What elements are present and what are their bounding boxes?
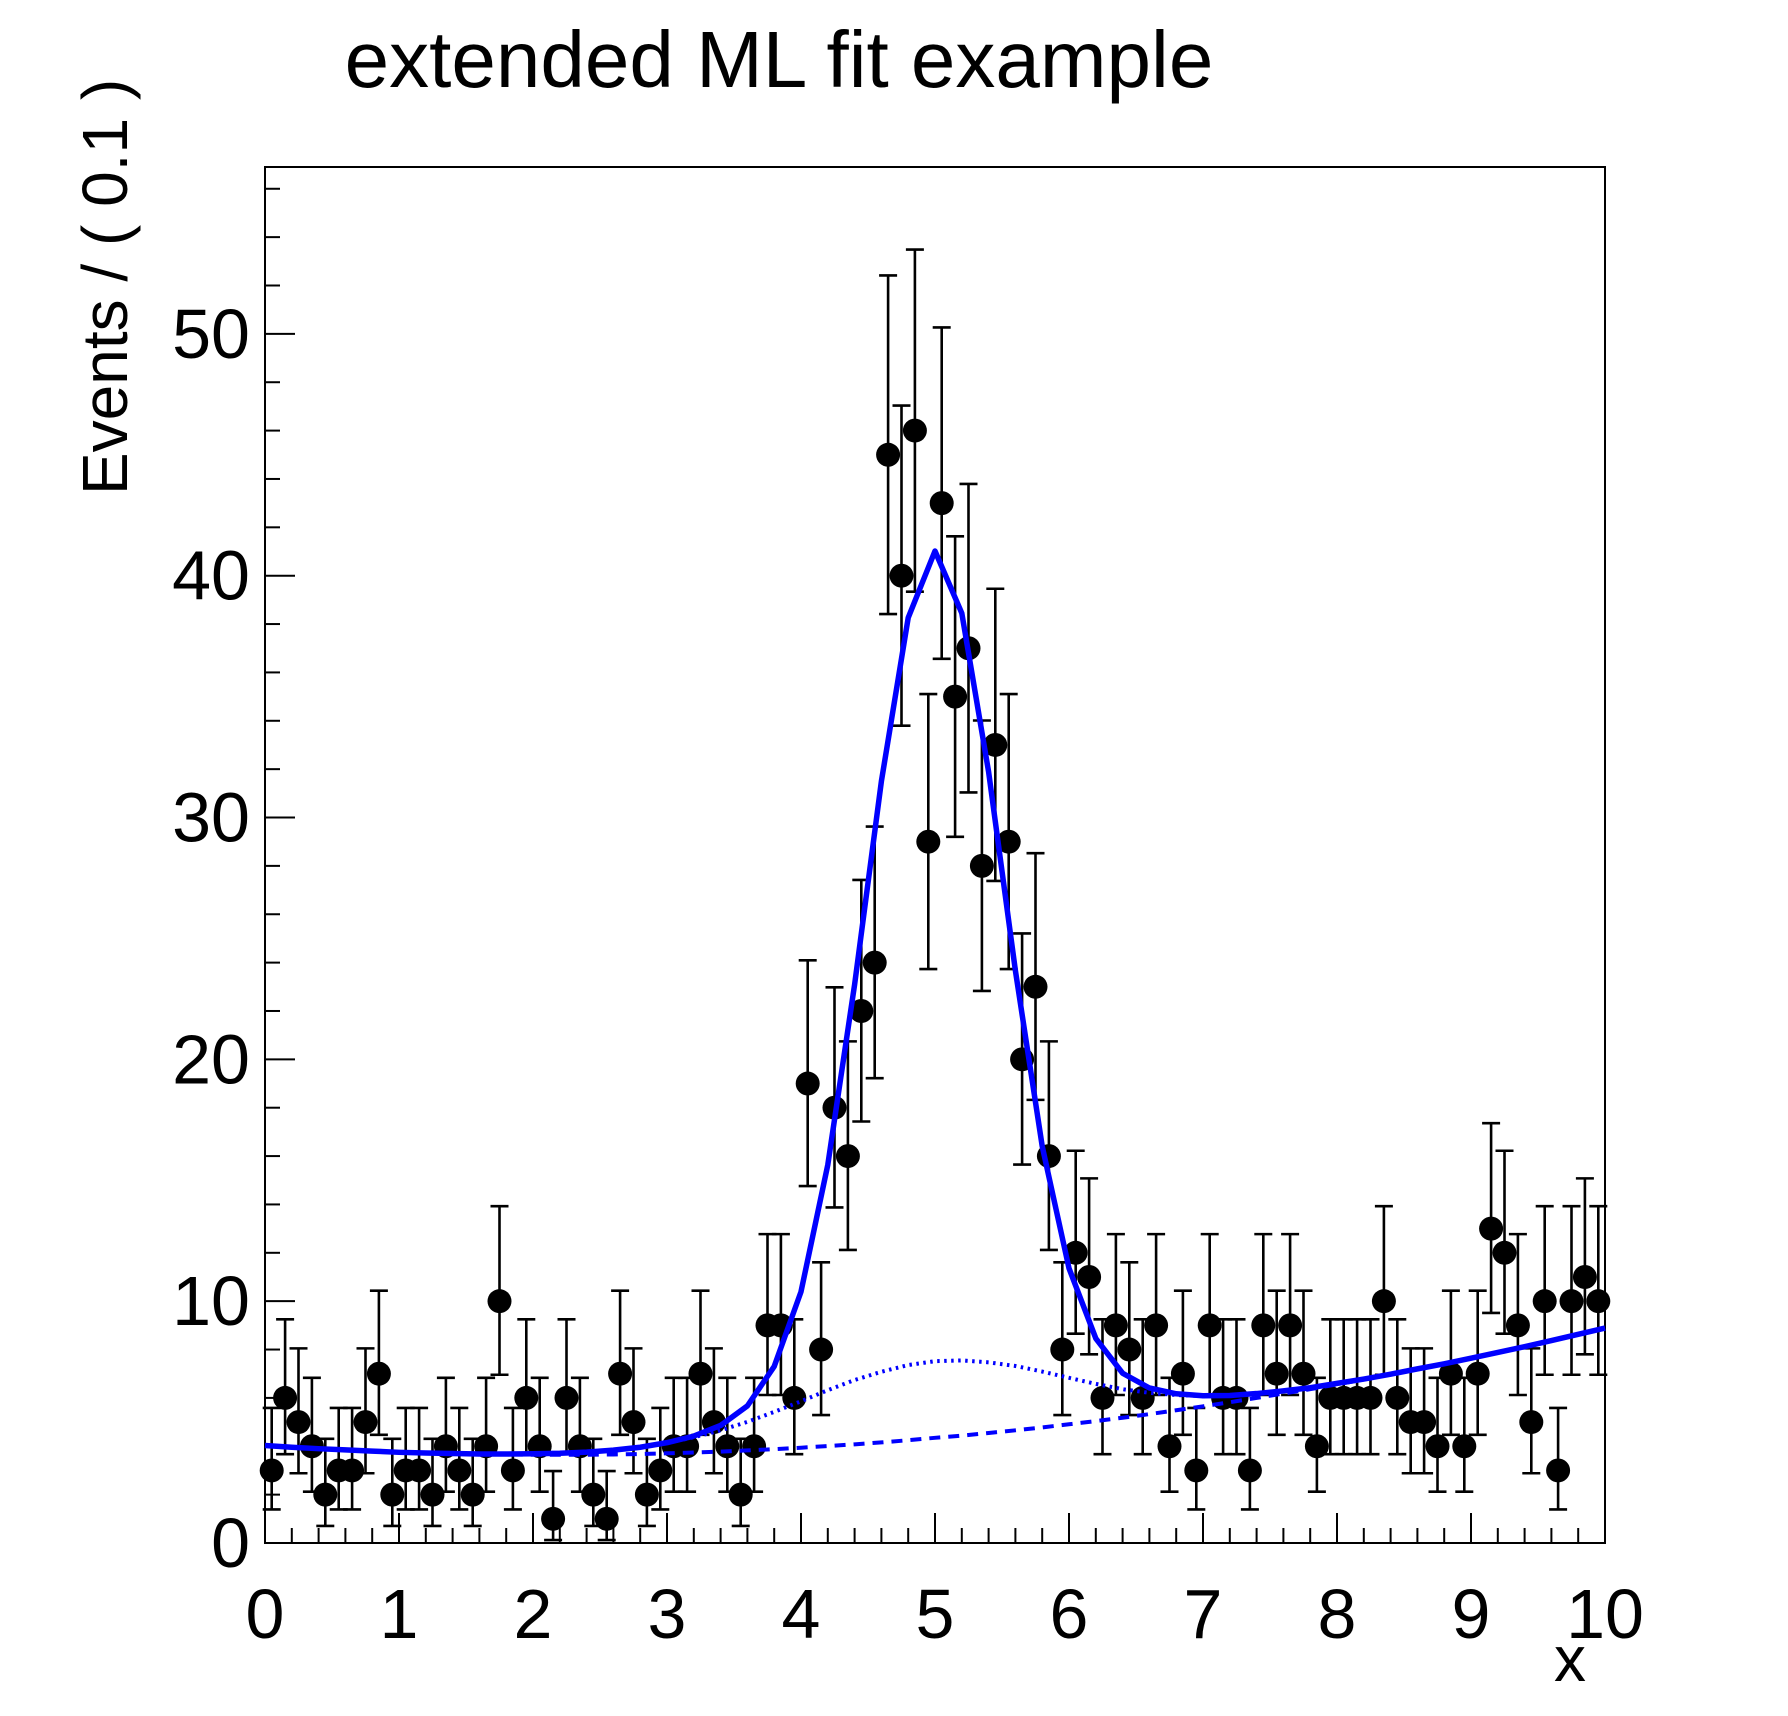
x-axis-title: x: [1554, 1623, 1586, 1695]
y-tick-label: 40: [172, 537, 250, 615]
data-point: [983, 732, 1008, 757]
chart-title: extended ML fit example: [344, 15, 1214, 104]
data-point: [340, 1458, 365, 1483]
data-point: [809, 1337, 834, 1362]
data-point: [1438, 1361, 1463, 1386]
y-tick-label: 10: [172, 1262, 250, 1340]
data-point: [1492, 1240, 1517, 1265]
data-point: [1479, 1216, 1504, 1241]
data-point: [795, 1071, 820, 1096]
data-point: [1385, 1385, 1410, 1410]
data-point: [728, 1482, 753, 1507]
data-point: [286, 1410, 311, 1435]
plot-frame: [264, 166, 1606, 1544]
y-tick-label: 50: [172, 295, 250, 373]
data-point: [353, 1410, 378, 1435]
data-point: [1519, 1410, 1544, 1435]
data-point: [1023, 974, 1048, 999]
data-point: [1170, 1361, 1195, 1386]
data-point: [996, 829, 1021, 854]
y-tick-label: 20: [172, 1020, 250, 1098]
data-point: [876, 442, 901, 467]
data-point: [554, 1385, 579, 1410]
data-point: [313, 1482, 338, 1507]
y-tick-label: 0: [211, 1504, 250, 1582]
data-point: [1291, 1361, 1316, 1386]
data-point: [1184, 1458, 1209, 1483]
data-point: [594, 1506, 619, 1531]
data-point: [1090, 1385, 1115, 1410]
data-point: [581, 1482, 606, 1507]
data-point: [1278, 1313, 1303, 1338]
data-point: [514, 1385, 539, 1410]
data-point: [1586, 1289, 1611, 1314]
data-point: [889, 563, 914, 588]
data-point: [1251, 1313, 1276, 1338]
data-point: [916, 829, 941, 854]
data-point: [420, 1482, 445, 1507]
x-tick-label: 4: [782, 1575, 821, 1653]
data-point: [541, 1506, 566, 1531]
data-point: [1452, 1434, 1477, 1459]
data-point: [1412, 1410, 1437, 1435]
data-point: [621, 1410, 646, 1435]
data-point: [460, 1482, 485, 1507]
x-tick-label: 0: [246, 1575, 285, 1653]
total-fit-curve: [264, 548, 1606, 1457]
data-point: [1532, 1289, 1557, 1314]
x-tick-label: 10: [1566, 1575, 1644, 1653]
data-point: [1077, 1264, 1102, 1289]
data-point: [500, 1458, 525, 1483]
data-point: [447, 1458, 472, 1483]
data-point: [1465, 1361, 1490, 1386]
data-point: [1264, 1361, 1289, 1386]
data-point: [862, 950, 887, 975]
data-point: [259, 1458, 284, 1483]
x-tick-label: 1: [380, 1575, 419, 1653]
x-tick-label: 2: [514, 1575, 553, 1653]
data-point: [1371, 1289, 1396, 1314]
y-tick-label: 30: [172, 779, 250, 857]
x-tick-label: 5: [916, 1575, 955, 1653]
data-point: [487, 1289, 512, 1314]
data-point: [380, 1482, 405, 1507]
data-point: [782, 1385, 807, 1410]
x-tick-label: 6: [1050, 1575, 1089, 1653]
data-point: [835, 1144, 860, 1169]
data-point: [849, 998, 874, 1023]
data-point: [1144, 1313, 1169, 1338]
x-tick-label: 9: [1452, 1575, 1491, 1653]
data-point: [648, 1458, 673, 1483]
data-point: [407, 1458, 432, 1483]
data-point: [742, 1434, 767, 1459]
data-point: [1103, 1313, 1128, 1338]
data-point: [929, 491, 954, 516]
x-tick-label: 7: [1184, 1575, 1223, 1653]
data-point: [1559, 1289, 1584, 1314]
data-point: [902, 418, 927, 443]
data-point: [1572, 1264, 1597, 1289]
data-point: [1358, 1385, 1383, 1410]
data-point: [608, 1361, 633, 1386]
x-tick-label: 8: [1318, 1575, 1357, 1653]
data-point: [366, 1361, 391, 1386]
data-point: [1546, 1458, 1571, 1483]
data-point: [1117, 1337, 1142, 1362]
data-point: [1304, 1434, 1329, 1459]
data-point: [1237, 1458, 1262, 1483]
data-point: [1130, 1385, 1155, 1410]
data-point: [1157, 1434, 1182, 1459]
data-point: [273, 1385, 298, 1410]
data-point: [634, 1482, 659, 1507]
x-tick-label: 3: [648, 1575, 687, 1653]
data-point: [688, 1361, 713, 1386]
data-point: [943, 684, 968, 709]
data-point: [1425, 1434, 1450, 1459]
data-point: [969, 853, 994, 878]
data-point: [1050, 1337, 1075, 1362]
data-point: [1505, 1313, 1530, 1338]
data-point: [1197, 1313, 1222, 1338]
